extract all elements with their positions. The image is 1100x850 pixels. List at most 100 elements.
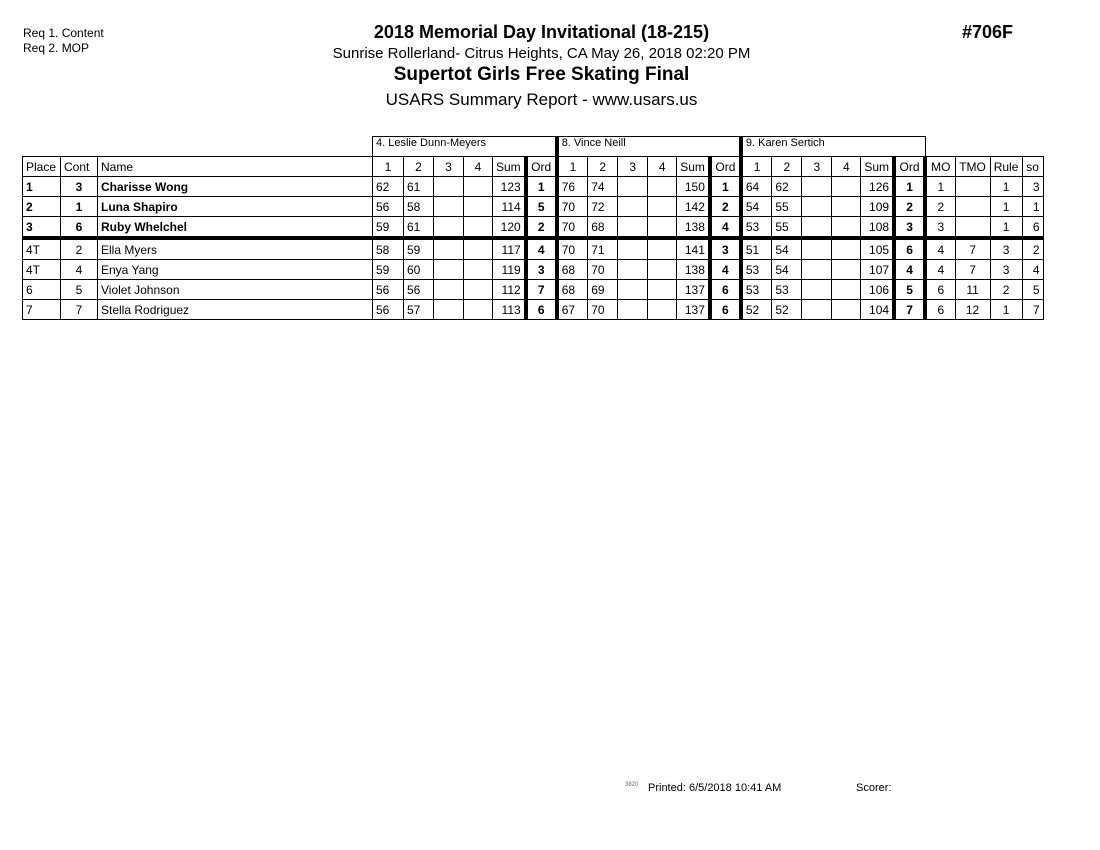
score-cell [801, 279, 833, 300]
score-cell [647, 237, 678, 260]
score-cell: 68 [554, 259, 589, 280]
place-cell: 7 [22, 299, 61, 320]
sum-cell: 138 [676, 216, 711, 240]
score-cell [831, 237, 862, 260]
score-cell: 54 [771, 237, 803, 260]
score-cell: 57 [403, 299, 434, 320]
header-judge-col: Sum [491, 156, 527, 177]
header-judge-col: 4 [463, 156, 493, 177]
rule-cell: 3 [989, 259, 1023, 280]
header-judge-col: Sum [676, 156, 711, 177]
ordinal-cell: 1 [523, 176, 558, 197]
score-cell: 52 [738, 299, 773, 320]
place-cell: 3 [22, 216, 61, 240]
score-cell: 70 [554, 216, 589, 240]
tmo-cell: 12 [954, 299, 991, 320]
sum-cell: 105 [860, 237, 895, 260]
sum-cell: 108 [860, 216, 895, 240]
sum-cell: 138 [676, 259, 711, 280]
score-cell: 54 [771, 259, 803, 280]
score-cell [831, 176, 862, 197]
name-cell: Ruby Whelchel [97, 216, 373, 240]
score-cell [617, 176, 649, 197]
cont-cell: 1 [60, 196, 98, 217]
score-cell [831, 259, 862, 280]
score-cell [647, 259, 678, 280]
score-cell: 55 [771, 196, 803, 217]
ordinal-cell: 2 [523, 216, 558, 240]
score-cell [433, 196, 464, 217]
score-cell: 56 [403, 279, 434, 300]
score-cell: 74 [587, 176, 619, 197]
header-judge-col: 3 [617, 156, 649, 177]
so-cell: 5 [1021, 279, 1044, 300]
mo-cell: 6 [923, 299, 956, 320]
header-judge-col: 1 [372, 156, 404, 177]
name-cell: Luna Shapiro [97, 196, 373, 217]
rule-cell: 1 [989, 299, 1023, 320]
ordinal-cell: 2 [707, 196, 742, 217]
so-cell: 7 [1021, 299, 1044, 320]
so-cell: 4 [1021, 259, 1044, 280]
score-cell [801, 196, 833, 217]
tmo-cell: 7 [954, 259, 991, 280]
score-cell: 60 [403, 259, 434, 280]
ordinal-cell: 2 [892, 196, 926, 217]
table-row: 7 7 Stella Rodriguez 56 57 113 6 67 70 137 6 52 52 10… [22, 299, 1044, 320]
score-cell [617, 237, 649, 260]
score-cell: 53 [771, 279, 803, 300]
blank-cell [924, 136, 1044, 157]
score-cell [433, 216, 464, 240]
score-cell: 68 [554, 279, 589, 300]
header-judge-col: 4 [831, 156, 862, 177]
name-cell: Enya Yang [97, 259, 373, 280]
table-row: 3 6 Ruby Whelchel 59 61 120 2 70 68 138 4 53 55 108 3 3… [22, 216, 1044, 240]
score-cell [801, 176, 833, 197]
score-cell: 69 [587, 279, 619, 300]
ordinal-cell: 4 [892, 259, 926, 280]
ordinal-cell: 7 [523, 279, 558, 300]
score-cell: 53 [738, 279, 773, 300]
header-judge-col: 3 [433, 156, 464, 177]
header-judge-col: 4 [647, 156, 678, 177]
header-judge-col: 1 [738, 156, 773, 177]
sum-cell: 137 [676, 299, 711, 320]
score-cell: 70 [554, 196, 589, 217]
place-cell: 4T [22, 259, 61, 280]
score-cell [463, 196, 493, 217]
mo-cell: 3 [923, 216, 956, 240]
requirement-2: Req 2. MOP [23, 41, 90, 55]
sum-cell: 104 [860, 299, 895, 320]
tmo-cell: 7 [954, 237, 991, 260]
sum-cell: 112 [491, 279, 527, 300]
ordinal-cell: 4 [707, 216, 742, 240]
score-cell: 51 [738, 237, 773, 260]
score-cell [831, 216, 862, 240]
mo-cell: 6 [923, 279, 956, 300]
header-judge-col: Ord [707, 156, 742, 177]
so-cell: 1 [1021, 196, 1044, 217]
place-cell: 4T [22, 237, 61, 260]
score-cell [617, 196, 649, 217]
judge-name: 9. Karen Sertich [738, 136, 926, 157]
score-cell [463, 299, 493, 320]
rule-cell: 1 [989, 176, 1023, 197]
sum-cell: 114 [491, 196, 527, 217]
header-so: so [1021, 156, 1044, 177]
name-cell: Violet Johnson [97, 279, 373, 300]
score-cell: 53 [738, 259, 773, 280]
score-cell: 71 [587, 237, 619, 260]
score-cell [433, 299, 464, 320]
sum-cell: 137 [676, 279, 711, 300]
ordinal-cell: 3 [707, 237, 742, 260]
score-cell: 61 [403, 176, 434, 197]
sum-cell: 119 [491, 259, 527, 280]
tmo-cell [954, 216, 991, 240]
mo-cell: 2 [923, 196, 956, 217]
score-cell: 72 [587, 196, 619, 217]
mo-cell: 4 [923, 259, 956, 280]
score-cell [647, 176, 678, 197]
header-judge-col: 3 [801, 156, 833, 177]
place-cell: 2 [22, 196, 61, 217]
blank-cell [23, 137, 373, 157]
